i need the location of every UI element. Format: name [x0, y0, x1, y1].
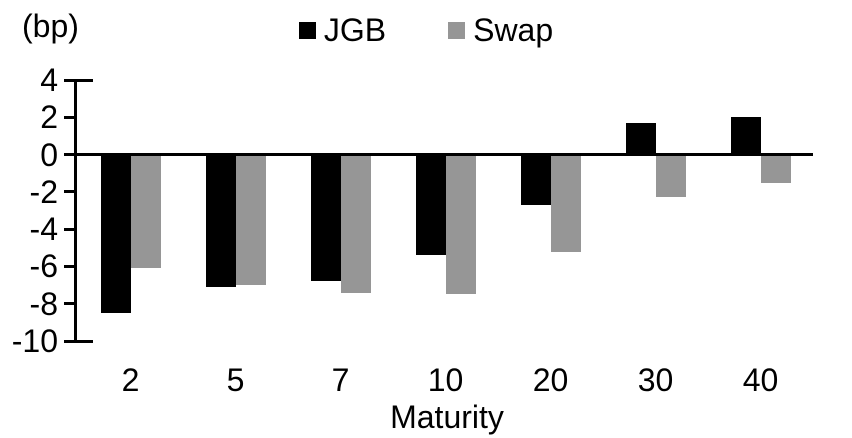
- y-axis-tick: [64, 227, 74, 231]
- bar-swap-20: [550, 154, 581, 252]
- legend: JGB Swap: [0, 13, 852, 47]
- bar-jgb-10: [415, 154, 446, 256]
- x-axis-tick-label: 30: [637, 362, 674, 398]
- y-axis-tick: [64, 115, 74, 119]
- y-axis-tick: [64, 302, 74, 306]
- x-axis-tick-label: 5: [226, 362, 245, 398]
- x-axis-tick-label: 7: [331, 362, 350, 398]
- y-axis-tick: [64, 190, 74, 194]
- legend-label-jgb: JGB: [323, 12, 387, 48]
- y-axis-tick-label: -4: [29, 211, 58, 248]
- bar-swap-2: [130, 154, 161, 269]
- y-axis-tick-label: 0: [40, 136, 58, 173]
- legend-item-swap: Swap: [448, 13, 553, 47]
- bar-jgb-2: [100, 154, 131, 314]
- bar-swap-10: [445, 154, 476, 295]
- bar-jgb-7: [310, 154, 341, 282]
- zero-baseline: [74, 153, 813, 157]
- bar-swap-30: [655, 154, 686, 198]
- y-axis-end-cap: [74, 78, 93, 82]
- bar-jgb-30: [625, 122, 656, 155]
- x-axis-tick-label: 40: [742, 362, 779, 398]
- y-axis-tick: [64, 78, 74, 82]
- y-axis-tick-label: 2: [40, 99, 58, 136]
- y-axis-tick: [64, 153, 74, 157]
- y-axis-tick: [64, 339, 74, 343]
- bar-swap-7: [340, 154, 371, 293]
- bar-swap-5: [235, 154, 266, 286]
- bar-swap-40: [760, 154, 791, 183]
- y-axis-line: [74, 79, 77, 343]
- bar-jgb-5: [205, 154, 236, 287]
- legend-label-swap: Swap: [473, 12, 554, 48]
- y-axis-end-cap: [74, 339, 93, 343]
- y-axis-tick-label: 4: [40, 62, 58, 98]
- bar-jgb-20: [520, 154, 551, 205]
- bar-jgb-40: [730, 117, 761, 155]
- legend-item-jgb: JGB: [298, 12, 387, 48]
- y-axis-unit-label: (bp): [22, 8, 79, 44]
- y-axis-tick: [64, 264, 74, 268]
- y-axis-tick-label: -2: [29, 173, 58, 210]
- jgb-series-swatch-icon: [298, 21, 316, 39]
- y-axis-tick-label: -6: [29, 248, 58, 285]
- y-axis-tick-label: -8: [29, 285, 58, 322]
- y-axis-tick-label: -10: [11, 323, 58, 359]
- x-axis-tick-label: 20: [532, 362, 569, 398]
- x-axis-tick-label: 10: [427, 362, 464, 398]
- x-axis-title: Maturity: [390, 399, 504, 435]
- x-axis-tick-label: 2: [121, 362, 140, 398]
- swap-series-swatch-icon: [448, 21, 466, 39]
